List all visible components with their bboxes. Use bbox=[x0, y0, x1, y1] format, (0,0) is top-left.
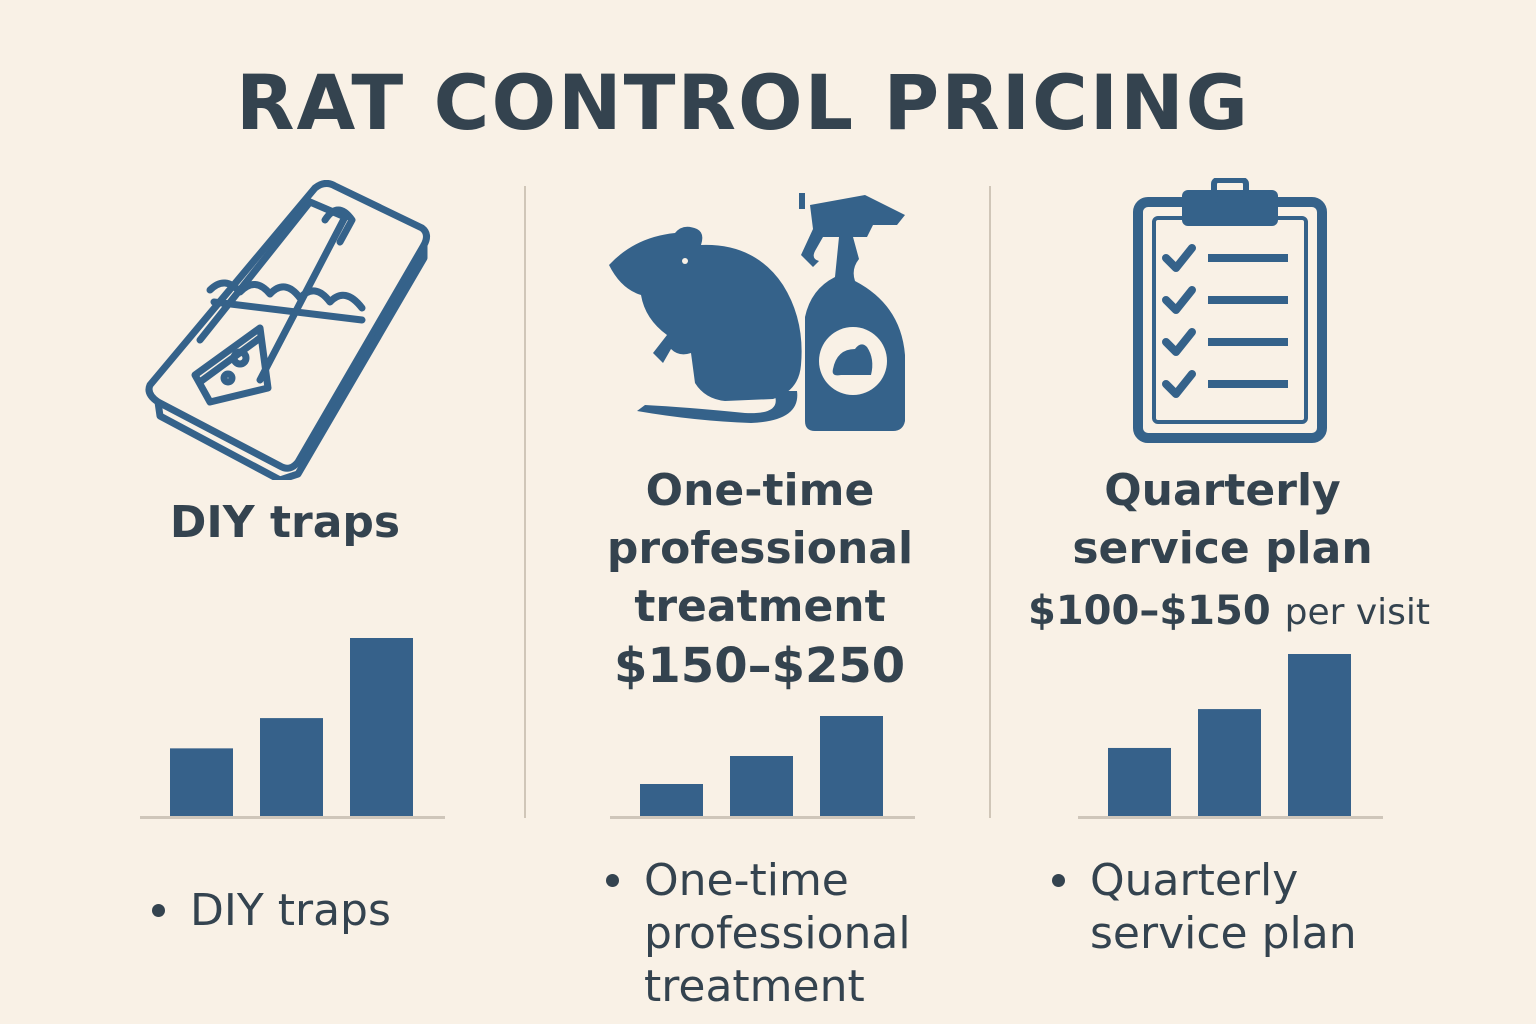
quarterly-plan-heading: Quarterly service plan bbox=[1040, 462, 1405, 578]
bar-1 bbox=[1108, 747, 1171, 816]
bullet-dot bbox=[152, 904, 165, 917]
bullet-dot bbox=[1052, 874, 1065, 887]
rat-and-spray-bottle-icon bbox=[609, 193, 905, 431]
heading-line: Quarterly bbox=[1104, 465, 1341, 516]
heading-line: One-time bbox=[645, 465, 875, 516]
quarterly-plan-bullet: Quarterly service plan bbox=[1052, 854, 1357, 960]
one-time-treatment-bullet: One-time professional treatment bbox=[606, 854, 911, 1013]
column-divider-2 bbox=[989, 186, 991, 818]
bar-1 bbox=[170, 748, 233, 816]
bullet-line: One-time bbox=[644, 855, 849, 906]
bar-1 bbox=[640, 784, 703, 816]
bar-2 bbox=[260, 718, 323, 816]
bar-2 bbox=[730, 756, 793, 816]
diy-traps-bullet: DIY traps bbox=[152, 884, 391, 937]
bullet-line: professional bbox=[644, 908, 911, 959]
one-time-treatment-heading: One-time professional treatment bbox=[580, 462, 940, 636]
bar-3 bbox=[1288, 654, 1351, 816]
heading-line: service plan bbox=[1072, 523, 1373, 574]
one-time-treatment-price: $150–$250 bbox=[614, 638, 906, 694]
bullet-line: DIY traps bbox=[190, 885, 391, 936]
bar-2 bbox=[1198, 709, 1261, 816]
bar-3 bbox=[820, 716, 883, 816]
one-time-treatment-bar-chart bbox=[610, 716, 915, 819]
bullet-dot bbox=[606, 874, 619, 887]
bullet-line: treatment bbox=[644, 961, 865, 1012]
heading-line: professional bbox=[606, 523, 914, 574]
price-unit: per visit bbox=[1284, 592, 1431, 633]
price-amount: $100–$150 bbox=[1028, 588, 1271, 634]
diy-traps-bar-chart bbox=[140, 638, 445, 819]
bar-3 bbox=[350, 638, 413, 816]
clipboard-checklist-icon bbox=[1133, 178, 1327, 443]
mousetrap-icon bbox=[145, 180, 431, 480]
bullet-line: Quarterly bbox=[1090, 855, 1299, 906]
quarterly-plan-price: $100–$150 per visit bbox=[1028, 588, 1430, 634]
page-title: RAT CONTROL PRICING bbox=[235, 58, 1251, 147]
heading-line: treatment bbox=[634, 581, 886, 632]
quarterly-plan-bar-chart bbox=[1078, 654, 1383, 819]
heading-line: DIY traps bbox=[169, 497, 401, 548]
column-divider-1 bbox=[524, 186, 526, 818]
diy-traps-heading: DIY traps bbox=[110, 494, 460, 552]
bullet-line: service plan bbox=[1090, 908, 1357, 959]
